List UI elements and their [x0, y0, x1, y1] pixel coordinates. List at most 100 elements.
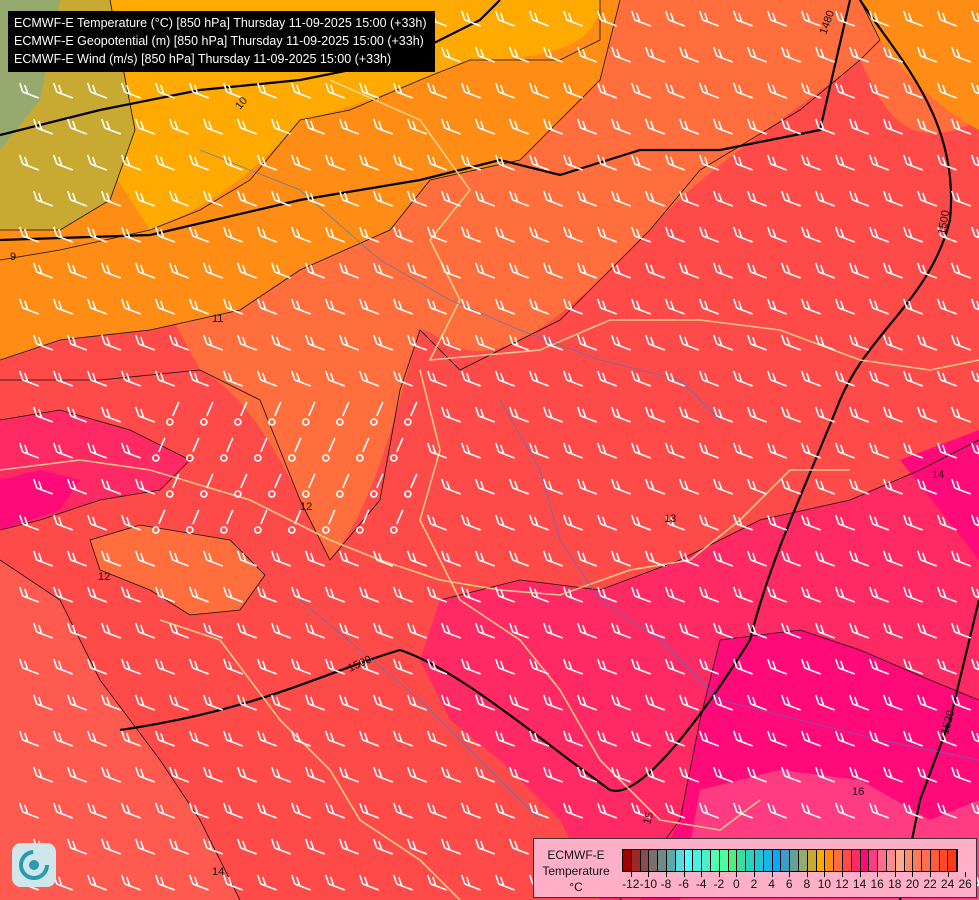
wind-barb: [849, 766, 870, 783]
wind-barb: [903, 586, 924, 603]
wind-barb: [835, 514, 856, 531]
wind-barb: [339, 262, 360, 279]
wind-barb: [971, 82, 979, 95]
wind-barb: [563, 730, 584, 747]
wind-barb: [767, 802, 788, 819]
wind-barb: [883, 118, 904, 135]
wind-barb: [461, 10, 482, 27]
wind-barb: [33, 118, 54, 135]
wind-barb: [189, 874, 210, 891]
wind-barb: [257, 82, 278, 99]
wind-barb: [679, 622, 700, 639]
legend-title: ECMWF-E Temperature °C: [538, 847, 614, 895]
wind-barb: [679, 262, 700, 279]
wind-barb: [781, 766, 802, 783]
wind-barb: [461, 298, 482, 315]
wind-barb: [509, 46, 530, 63]
wind-barb: [767, 226, 788, 243]
wind-barb: [189, 370, 210, 387]
color-swatch: [860, 850, 870, 871]
wind-barb: [543, 550, 564, 567]
color-swatch: [913, 850, 923, 871]
wind-barb: [339, 838, 360, 855]
wind-barb: [835, 802, 856, 819]
wind-barb: [325, 298, 346, 315]
wind-barb: [271, 334, 292, 351]
wind-barb: [849, 190, 870, 207]
wind-barb: [815, 478, 836, 495]
wind-barb: [767, 82, 788, 99]
wind-barb: [713, 46, 734, 63]
wind-barb: [903, 442, 924, 459]
wind-barb: [733, 730, 754, 747]
wind-barb: [135, 622, 156, 639]
wind-barb: [937, 442, 958, 459]
temperature-label: 16: [852, 786, 864, 798]
wind-barb: [529, 298, 550, 315]
wind-barb: [543, 622, 564, 639]
wind-barb: [631, 226, 652, 243]
wind-barb: [121, 154, 142, 171]
wind-barb: [373, 262, 394, 279]
wind-barb: [407, 190, 428, 207]
wind-barb: [393, 586, 414, 603]
wind-barb: [529, 586, 550, 603]
wind-barb: [237, 190, 258, 207]
wind-barb: [563, 442, 584, 459]
wind-barb: [971, 154, 979, 167]
wind-barb: [189, 154, 210, 171]
wind-barb: [951, 766, 972, 783]
color-swatch: [939, 850, 949, 871]
wind-barb: [529, 154, 550, 171]
wind-barb: [597, 154, 618, 171]
wind-barb: [733, 586, 754, 603]
wind-barb: [679, 694, 700, 711]
wind-barb: [815, 694, 836, 711]
wind-barb: [713, 478, 734, 495]
wind-barb: [373, 118, 394, 135]
wind-barb: [237, 550, 258, 567]
tick-label: 12: [835, 877, 849, 891]
wind-barb: [189, 730, 210, 747]
wind-barb: [951, 262, 972, 279]
color-swatch: [851, 850, 861, 871]
wind-barb: [543, 118, 564, 135]
color-swatch: [693, 850, 703, 871]
wind-barb: [359, 154, 380, 171]
wind-barb: [495, 874, 516, 891]
wind-barb: [356, 437, 370, 462]
wind-barb: [733, 442, 754, 459]
wind-barb: [495, 10, 516, 27]
wind-barb: [665, 514, 686, 531]
wind-barb: [67, 550, 88, 567]
wind-barb: [169, 694, 190, 711]
wind-barb: [291, 154, 312, 171]
wind-barb: [407, 838, 428, 855]
wind-barb: [220, 509, 234, 534]
color-swatch: [922, 850, 931, 871]
wind-barb: [733, 82, 754, 99]
wind-barb: [336, 473, 350, 498]
color-swatch: [728, 850, 738, 871]
wind-barb: [237, 622, 258, 639]
wind-barb: [747, 694, 768, 711]
wind-barb: [509, 550, 530, 567]
color-swatch: [816, 850, 826, 871]
wind-barb: [665, 658, 686, 675]
wind-barb: [87, 730, 108, 747]
wind-barb: [815, 406, 836, 423]
wind-barb: [631, 442, 652, 459]
wind-barb: [291, 658, 312, 675]
wind-barb: [801, 298, 822, 315]
tick-label: 0: [733, 877, 740, 891]
wind-barb: [679, 406, 700, 423]
wind-barb: [359, 658, 380, 675]
wind-barb: [33, 406, 54, 423]
wind-barb: [291, 874, 312, 891]
color-swatch: [675, 850, 685, 871]
wind-barb: [336, 401, 350, 426]
tick-mark: [630, 872, 632, 877]
wind-barb: [155, 802, 176, 819]
wind-barb: [917, 766, 938, 783]
